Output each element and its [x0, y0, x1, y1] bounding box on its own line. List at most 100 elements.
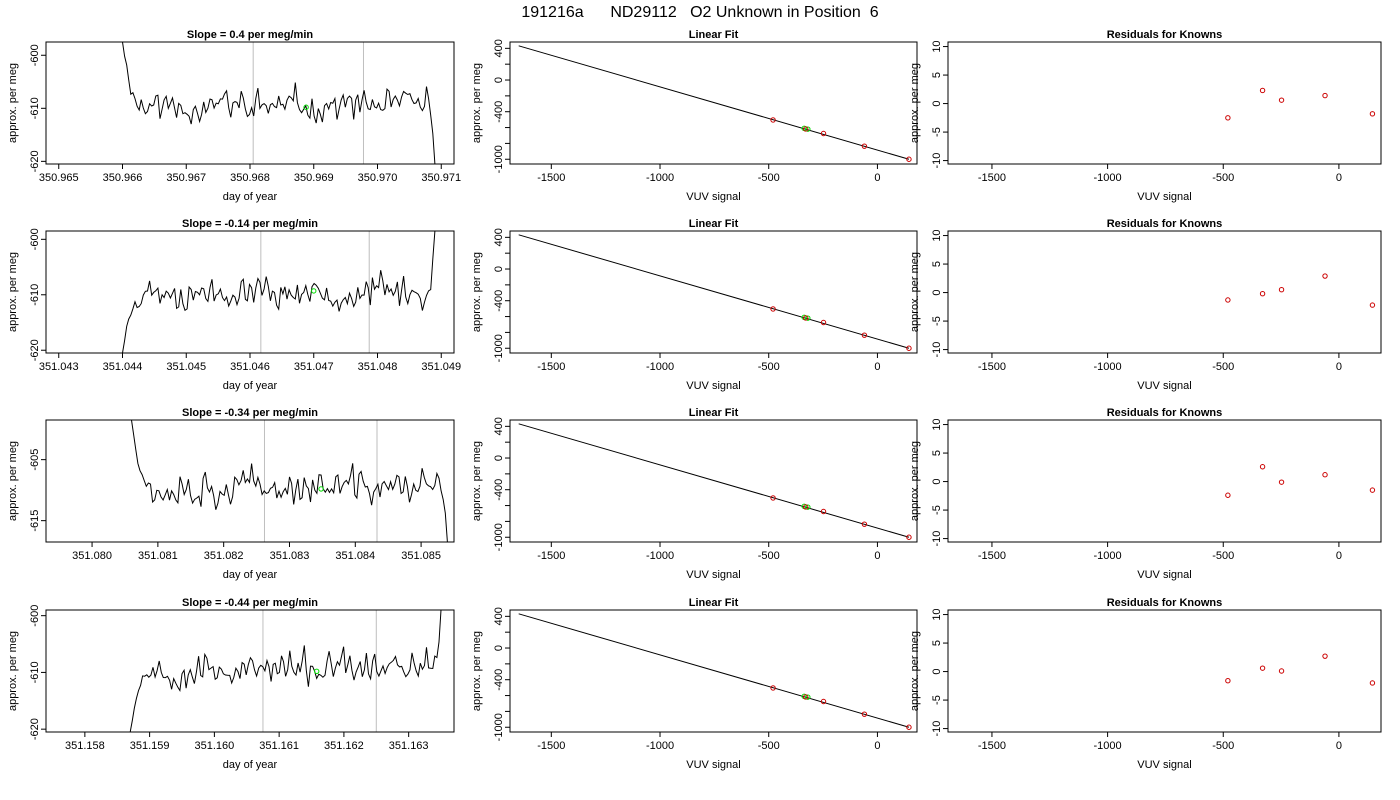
y-tick-label: -10	[931, 342, 943, 358]
y-tick-label: -610	[29, 661, 41, 683]
known-point	[861, 143, 868, 149]
known-point	[906, 534, 912, 540]
plot-frame	[509, 41, 918, 165]
plot-frame	[947, 41, 1382, 165]
y-tick-label: -610	[29, 97, 41, 119]
x-tick-label: 351.047	[294, 361, 334, 373]
y-tick-label: -400	[493, 101, 505, 123]
figure-title: 191216a ND29112 O2 Unknown in Position 6	[521, 4, 878, 21]
trace-line	[122, 42, 436, 164]
panel-title: Slope = -0.14 per meg/min	[182, 218, 318, 230]
known-point	[770, 117, 776, 123]
panel-title: Residuals for Knowns	[1107, 218, 1223, 230]
plot-frame	[947, 609, 1382, 733]
x-axis-label: VUV signal	[686, 380, 740, 392]
panel-resid-3: Residuals for Knowns VUV signal approx. pe…	[909, 597, 1382, 771]
x-axis-label: VUV signal	[1137, 759, 1191, 771]
x-tick-label: -500	[758, 740, 780, 752]
panel-fit-3: Linear Fit VUV signal approx. per meg -1500…	[471, 597, 918, 771]
panel-resid-0: Residuals for Knowns VUV signal approx. pe…	[909, 29, 1382, 203]
known-point	[1278, 479, 1285, 485]
y-axis-label: approx. per meg	[909, 441, 921, 521]
panel-title: Linear Fit	[689, 597, 739, 609]
x-tick-label: 0	[874, 172, 880, 184]
y-tick-label: 0	[493, 266, 505, 272]
panel-title: Slope = -0.34 per meg/min	[182, 407, 318, 419]
fit-line	[518, 423, 910, 538]
plot-area	[518, 45, 912, 162]
y-axis-label: approx. per meg	[7, 252, 19, 332]
y-tick-label: 400	[493, 39, 505, 57]
fit-line	[518, 45, 910, 160]
known-point	[906, 345, 912, 351]
known-point	[861, 521, 868, 527]
x-tick-label: 350.971	[421, 172, 461, 184]
panel-title: Linear Fit	[689, 407, 739, 419]
panel-trace-3: Slope = -0.44 per meg/min day of year appr…	[7, 597, 455, 771]
known-point	[770, 306, 776, 312]
y-tick-label: -600	[29, 228, 41, 250]
known-point	[906, 724, 912, 730]
x-axis-label: day of year	[223, 380, 278, 392]
x-tick-label: -500	[1212, 361, 1234, 373]
known-point	[1322, 92, 1328, 99]
known-point	[1369, 302, 1376, 308]
x-tick-label: 351.158	[65, 740, 105, 752]
x-tick-label: -1000	[1094, 361, 1122, 373]
x-tick-label: 351.085	[401, 550, 441, 562]
panel-grid: Slope = 0.4 per meg/min day of year approx…	[7, 29, 1382, 771]
y-tick-label: 0	[931, 479, 943, 485]
plot-area	[1225, 464, 1376, 498]
x-tick-label: -1500	[537, 172, 565, 184]
y-tick-label: -1000	[493, 523, 505, 551]
y-axis-label: approx. per meg	[7, 441, 19, 521]
x-tick-label: 351.163	[389, 740, 429, 752]
x-tick-label: -1500	[978, 740, 1006, 752]
known-point	[1369, 680, 1376, 686]
y-axis-label: approx. per meg	[7, 631, 19, 711]
x-tick-label: -1000	[1094, 550, 1122, 562]
x-tick-label: 351.162	[324, 740, 364, 752]
y-axis-label: approx. per meg	[471, 63, 483, 143]
y-axis-label: approx. per meg	[471, 631, 483, 711]
y-tick-label: -400	[493, 290, 505, 312]
x-tick-label: 0	[874, 361, 880, 373]
y-tick-label: -5	[931, 127, 943, 137]
known-point	[1259, 87, 1266, 94]
known-point	[1369, 487, 1376, 493]
plot-frame	[45, 230, 455, 354]
plot-area	[1225, 273, 1376, 308]
unknown-point	[805, 315, 811, 321]
y-tick-label: 5	[931, 450, 943, 456]
y-axis-label: approx. per meg	[909, 63, 921, 143]
y-tick-label: -600	[29, 44, 41, 66]
plot-area	[518, 234, 912, 351]
x-tick-label: -1000	[646, 740, 674, 752]
x-axis-label: VUV signal	[1137, 191, 1191, 203]
y-tick-label: 5	[931, 261, 943, 267]
fit-line	[518, 234, 910, 349]
panel-title: Residuals for Knowns	[1107, 29, 1223, 41]
x-tick-label: -500	[1212, 740, 1234, 752]
y-tick-label: -1000	[493, 334, 505, 362]
y-tick-label: -5	[931, 695, 943, 705]
y-tick-label: 5	[931, 640, 943, 646]
y-tick-label: -400	[493, 479, 505, 501]
known-point	[1225, 492, 1231, 498]
x-axis-label: VUV signal	[1137, 380, 1191, 392]
y-tick-label: -610	[29, 284, 41, 306]
plot-area	[122, 231, 436, 353]
x-tick-label: -1500	[537, 361, 565, 373]
y-axis-label: approx. per meg	[7, 63, 19, 143]
y-tick-label: -10	[931, 721, 943, 737]
y-axis-label: approx. per meg	[909, 631, 921, 711]
known-point	[820, 698, 827, 705]
known-point	[1278, 97, 1285, 103]
panel-trace-0: Slope = 0.4 per meg/min day of year approx…	[7, 29, 461, 203]
known-point	[1225, 297, 1231, 303]
x-tick-label: 351.049	[421, 361, 461, 373]
y-tick-label: 0	[931, 101, 943, 107]
x-tick-label: 351.080	[72, 550, 112, 562]
y-tick-label: -615	[29, 510, 41, 532]
y-tick-label: 10	[931, 418, 943, 430]
